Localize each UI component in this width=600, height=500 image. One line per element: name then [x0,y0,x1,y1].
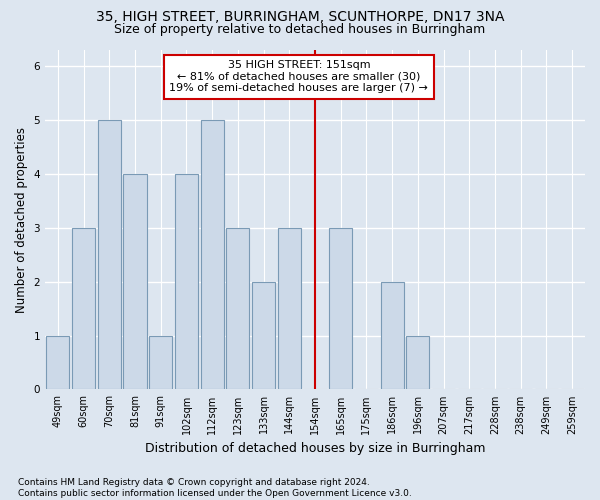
Bar [72,228,95,390]
Y-axis label: Number of detached properties: Number of detached properties [15,126,28,312]
Text: Size of property relative to detached houses in Burringham: Size of property relative to detached ho… [115,22,485,36]
Text: 35, HIGH STREET, BURRINGHAM, SCUNTHORPE, DN17 3NA: 35, HIGH STREET, BURRINGHAM, SCUNTHORPE,… [96,10,504,24]
Text: 35 HIGH STREET: 151sqm
← 81% of detached houses are smaller (30)
19% of semi-det: 35 HIGH STREET: 151sqm ← 81% of detached… [169,60,428,94]
Bar [175,174,198,390]
Bar [278,228,301,390]
Bar [124,174,146,390]
Bar [200,120,224,390]
Bar [252,282,275,390]
Bar [149,336,172,390]
Bar [406,336,430,390]
Bar [329,228,352,390]
X-axis label: Distribution of detached houses by size in Burringham: Distribution of detached houses by size … [145,442,485,455]
Bar [380,282,404,390]
Bar [46,336,70,390]
Text: Contains HM Land Registry data © Crown copyright and database right 2024.
Contai: Contains HM Land Registry data © Crown c… [18,478,412,498]
Bar [98,120,121,390]
Bar [226,228,250,390]
